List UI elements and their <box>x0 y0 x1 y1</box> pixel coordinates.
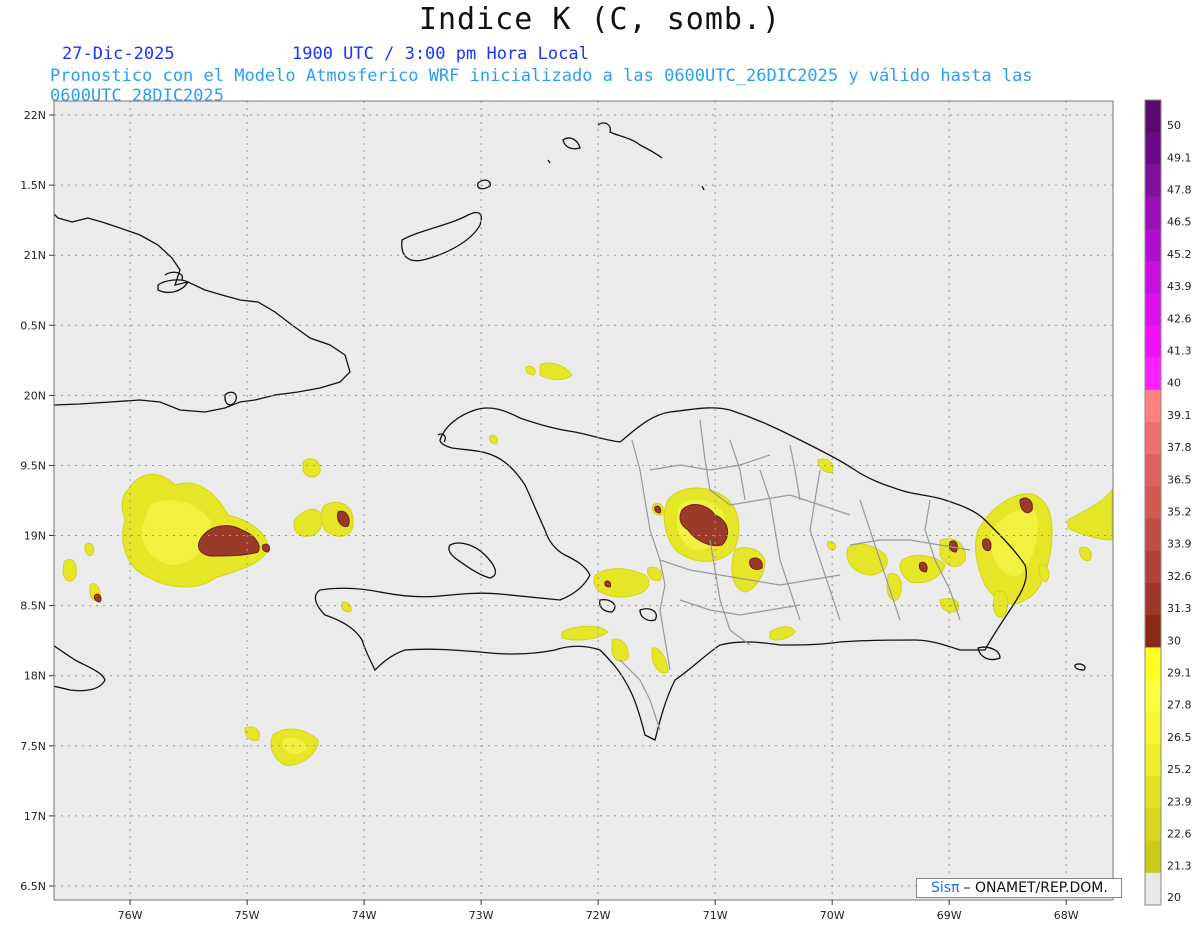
lon-tick-label: 68W <box>1054 909 1079 922</box>
legend-label: 30 <box>1167 634 1181 647</box>
lat-tick-label: 1.5N <box>20 179 46 192</box>
legend-swatch <box>1145 164 1161 198</box>
legend-swatch <box>1145 228 1161 262</box>
province-borders <box>619 419 971 731</box>
legend-swatch <box>1145 744 1161 777</box>
lat-tick-label: 7.5N <box>20 740 46 753</box>
legend-swatch-below <box>1145 872 1161 905</box>
lat-tick-label: 17N <box>24 810 46 823</box>
lon-tick-label: 74W <box>352 909 377 922</box>
lon-tick-label: 76W <box>118 909 143 922</box>
legend-swatch <box>1145 808 1161 842</box>
date-label: 27-Dic-2025 <box>62 44 175 64</box>
legend-label: 49.1 <box>1167 151 1192 164</box>
legend-swatch <box>1145 357 1161 391</box>
lat-tick-label: 20N <box>24 389 46 402</box>
lon-tick-label: 72W <box>586 909 611 922</box>
legend-frame <box>1144 99 1162 906</box>
legend-swatch <box>1145 615 1161 648</box>
lon-tick-label: 69W <box>937 909 962 922</box>
legend-label: 25.2 <box>1167 763 1192 776</box>
legend-swatch <box>1145 647 1161 681</box>
legend-label: 47.8 <box>1167 184 1192 197</box>
graticule <box>54 101 1113 900</box>
legend-label: 45.2 <box>1167 248 1192 261</box>
legend-label: 40 <box>1167 377 1181 390</box>
legend-swatch <box>1145 583 1161 616</box>
lon-tick-label: 75W <box>235 909 260 922</box>
plot-frame <box>53 100 1114 901</box>
credit-box: Sisπ – ONAMET/REP.DOM. <box>916 878 1122 898</box>
credit-org: – ONAMET/REP.DOM. <box>963 880 1108 896</box>
legend-label: 50 <box>1167 119 1181 132</box>
legend-label: 36.5 <box>1167 473 1192 486</box>
axis-ticks: 76W 75W 74W 73W 72W 71W 70W 69W 68W 22N 1.5N 21N 0.5… <box>20 109 1078 922</box>
legend-swatch <box>1145 196 1161 230</box>
lat-tick-label: 19N <box>24 530 46 543</box>
color-legend: 50 49.1 47.8 46.5 45.2 43.9 42.6 41.3 40 39.1 37.8… <box>1144 99 1192 906</box>
legend-label: 22.6 <box>1167 828 1192 841</box>
lon-tick-label: 71W <box>703 909 728 922</box>
lat-tick-label: 22N <box>24 109 46 122</box>
k-index-field-brown <box>93 497 1033 603</box>
legend-swatch <box>1145 840 1161 874</box>
legend-label: 31.3 <box>1167 602 1192 615</box>
lat-tick-label: 21N <box>24 249 46 262</box>
lat-tick-label: 9.5N <box>20 459 46 472</box>
legend-label: 23.9 <box>1167 795 1192 808</box>
legend-label: 37.8 <box>1167 441 1192 454</box>
legend-swatch <box>1145 711 1161 745</box>
legend-swatch <box>1145 100 1161 133</box>
coastlines <box>54 122 1086 741</box>
legend-label: 35.2 <box>1167 506 1192 519</box>
legend-label: 42.6 <box>1167 312 1192 325</box>
legend-swatch <box>1145 776 1161 809</box>
lon-tick-label: 70W <box>820 909 845 922</box>
legend-label: 21.3 <box>1167 860 1192 873</box>
chart-title: Indice K (C, somb.) <box>418 2 782 37</box>
legend-swatch <box>1145 518 1161 552</box>
lat-tick-label: 0.5N <box>20 319 46 332</box>
legend-label: 29.1 <box>1167 667 1192 680</box>
legend-swatch <box>1145 389 1161 423</box>
legend-label: 32.6 <box>1167 570 1192 583</box>
lon-tick-label: 73W <box>469 909 494 922</box>
legend-swatch <box>1145 261 1161 294</box>
legend-label: 27.8 <box>1167 699 1192 712</box>
legend-swatch <box>1145 293 1161 326</box>
legend-swatch <box>1145 486 1161 520</box>
lat-tick-label: 18N <box>24 670 46 683</box>
time-label: 1900 UTC / 3:00 pm Hora Local <box>292 44 589 64</box>
legend-swatch <box>1145 422 1161 455</box>
legend-label: 43.9 <box>1167 280 1192 293</box>
lat-tick-label: 6.5N <box>20 880 46 893</box>
legend-label: 33.9 <box>1167 538 1192 551</box>
legend-label: 26.5 <box>1167 731 1192 744</box>
legend-swatch <box>1145 454 1161 487</box>
legend-swatch <box>1145 550 1161 584</box>
credit-brand: Sisπ <box>931 880 960 896</box>
legend-label: 20 <box>1167 891 1181 904</box>
legend-label: 41.3 <box>1167 345 1192 358</box>
lat-tick-label: 8.5N <box>20 600 46 613</box>
legend-label: 46.5 <box>1167 216 1192 229</box>
legend-swatch <box>1145 325 1161 359</box>
legend-swatch <box>1145 679 1161 713</box>
plot-area <box>54 101 1113 900</box>
legend-swatch <box>1145 132 1161 165</box>
legend-label: 39.1 <box>1167 409 1192 422</box>
